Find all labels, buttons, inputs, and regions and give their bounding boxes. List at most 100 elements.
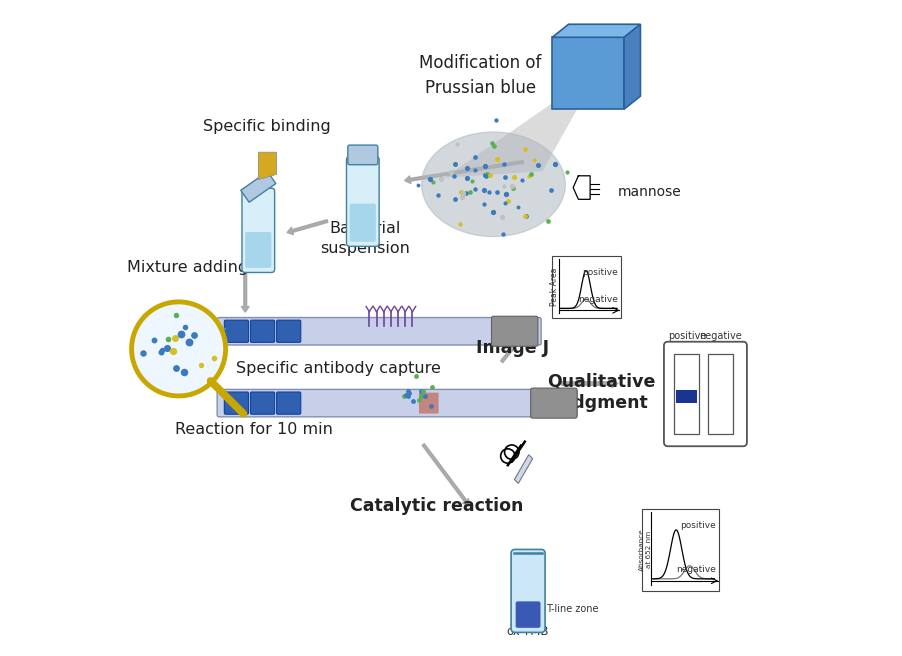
FancyBboxPatch shape (245, 232, 272, 268)
Point (423, 174, 437, 185)
Point (531, 159, 546, 170)
FancyArrowPatch shape (501, 317, 538, 363)
Point (425, 382, 439, 392)
Point (397, 390, 411, 401)
Polygon shape (624, 24, 640, 109)
Point (499, 189, 513, 199)
Ellipse shape (421, 132, 566, 237)
FancyBboxPatch shape (492, 316, 538, 346)
Point (477, 160, 492, 171)
Circle shape (132, 302, 226, 396)
Point (165, 346, 179, 356)
Text: Specific antibody capture: Specific antibody capture (236, 361, 441, 376)
Text: Prussian blue: Prussian blue (425, 79, 536, 96)
FancyBboxPatch shape (217, 318, 541, 345)
Text: Image J: Image J (476, 338, 549, 357)
Text: TMB: TMB (516, 577, 540, 586)
Point (489, 115, 503, 125)
Point (490, 187, 504, 197)
Point (414, 386, 428, 396)
Point (460, 173, 474, 184)
Point (505, 181, 520, 192)
Point (478, 170, 492, 180)
Polygon shape (241, 172, 276, 202)
Point (496, 181, 511, 192)
Point (207, 352, 221, 363)
Point (482, 187, 496, 197)
Point (515, 174, 529, 185)
Text: positive: positive (680, 521, 716, 530)
Point (188, 330, 202, 340)
Point (485, 207, 500, 217)
Point (411, 180, 426, 190)
Point (456, 188, 470, 198)
Point (465, 176, 479, 187)
FancyBboxPatch shape (511, 550, 545, 632)
Point (501, 196, 515, 207)
FancyBboxPatch shape (225, 320, 249, 342)
Point (174, 329, 189, 339)
Text: Specific binding: Specific binding (203, 119, 331, 134)
Point (177, 367, 191, 378)
Point (399, 390, 413, 401)
Point (418, 391, 432, 401)
Text: judgment: judgment (555, 394, 649, 412)
Text: Qualitative: Qualitative (547, 373, 656, 390)
Point (524, 168, 538, 178)
Point (518, 211, 532, 222)
Text: mannose: mannose (618, 185, 681, 199)
Polygon shape (258, 152, 277, 180)
Bar (552, 256, 621, 318)
Point (477, 185, 492, 195)
FancyBboxPatch shape (350, 203, 376, 242)
Point (479, 171, 493, 182)
Point (494, 212, 509, 222)
Point (424, 401, 438, 411)
Point (544, 185, 558, 195)
Point (401, 391, 416, 401)
FancyBboxPatch shape (419, 393, 438, 413)
Point (409, 371, 423, 382)
Point (161, 334, 175, 344)
Point (400, 386, 415, 396)
Polygon shape (445, 90, 588, 178)
FancyBboxPatch shape (346, 157, 379, 247)
Point (416, 386, 430, 397)
Bar (708, 354, 733, 434)
Point (483, 170, 498, 180)
Point (467, 184, 482, 194)
Point (454, 187, 468, 197)
Text: positive: positive (667, 331, 706, 341)
Point (463, 187, 477, 197)
FancyBboxPatch shape (242, 188, 274, 272)
FancyBboxPatch shape (225, 392, 249, 414)
Point (181, 337, 196, 347)
FancyBboxPatch shape (348, 145, 378, 165)
Point (426, 177, 440, 188)
Text: suspension: suspension (320, 241, 410, 256)
Polygon shape (514, 455, 533, 483)
Point (518, 144, 532, 154)
Polygon shape (552, 24, 640, 37)
Point (446, 171, 461, 181)
Text: negative: negative (699, 331, 742, 341)
Text: T-line zone: T-line zone (546, 604, 598, 614)
Point (476, 199, 491, 209)
FancyBboxPatch shape (251, 392, 274, 414)
Point (468, 165, 483, 175)
Point (448, 159, 463, 169)
Point (170, 363, 184, 374)
Point (498, 173, 512, 183)
Point (434, 174, 448, 184)
Point (136, 348, 151, 358)
Text: negative: negative (676, 565, 716, 574)
Point (169, 310, 183, 321)
Bar (676, 390, 697, 403)
Point (548, 159, 563, 169)
Point (485, 138, 500, 149)
Text: Bacterial: Bacterial (329, 221, 400, 236)
Point (490, 154, 504, 164)
Text: Peak Area: Peak Area (550, 268, 559, 306)
Point (506, 182, 520, 193)
Point (412, 394, 427, 405)
